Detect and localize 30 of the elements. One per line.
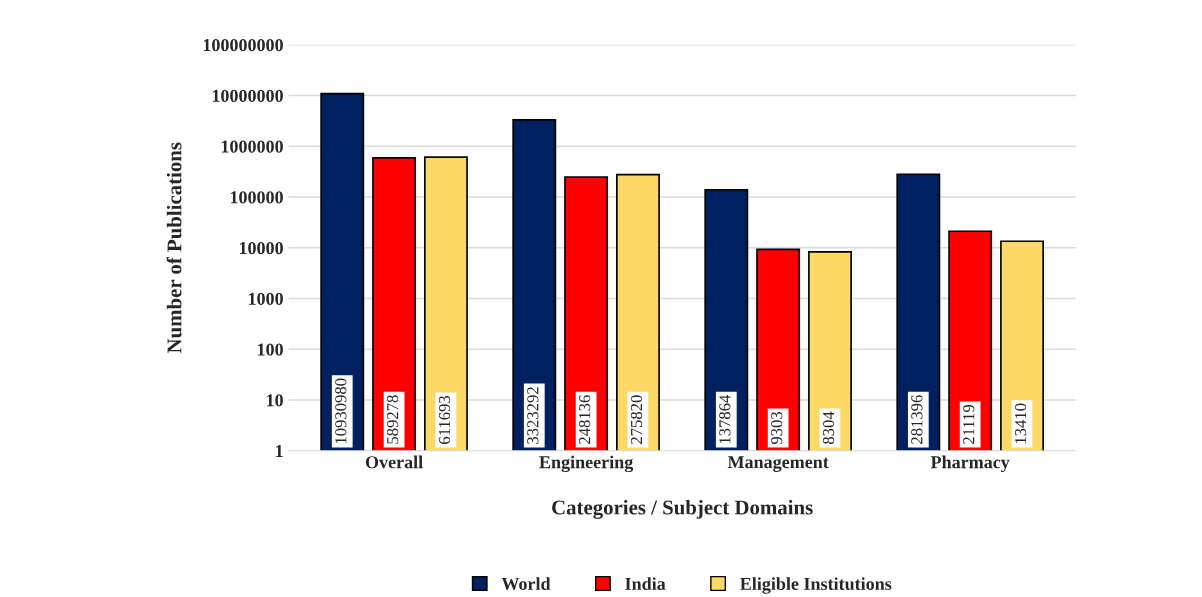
x-tick-label: Engineering	[539, 455, 634, 473]
data-label: 21119	[963, 404, 975, 444]
data-label: 589278	[387, 395, 399, 444]
data-label: 13410	[1014, 403, 1027, 444]
legend-label: Eligible Institutions	[740, 577, 892, 594]
x-tick-label: Overall	[365, 455, 423, 469]
y-tick-label: 1000000	[221, 140, 283, 153]
legend-label: World	[501, 577, 551, 591]
x-tick-label: Pharmacy	[930, 455, 1010, 473]
data-label: 3323292	[527, 387, 539, 444]
data-label: 8304	[822, 411, 835, 445]
y-tick-label: 100	[257, 343, 283, 356]
y-tick-label: 1	[276, 445, 283, 457]
y-tick-label: 100000000	[203, 39, 283, 52]
data-label: 10930980	[335, 378, 347, 444]
data-label: 275820	[630, 395, 643, 444]
y-tick-label: 10000	[239, 242, 283, 255]
y-tick-label: 10000000	[212, 89, 283, 102]
y-axis-title: Number of Publications	[166, 142, 182, 354]
data-label: 248136	[579, 395, 591, 444]
y-tick-label: 1000	[248, 292, 283, 305]
legend-label: India	[625, 577, 666, 590]
data-label: 9303	[771, 411, 783, 445]
data-label: 281396	[911, 395, 923, 444]
data-label: 611693	[438, 395, 451, 444]
data-label: 137864	[719, 394, 731, 444]
x-tick-label: Management	[727, 456, 829, 472]
x-axis-title: Categories / Subject Domains	[552, 499, 813, 519]
y-tick-label: 100000	[230, 191, 283, 204]
y-tick-label: 10	[267, 394, 283, 407]
